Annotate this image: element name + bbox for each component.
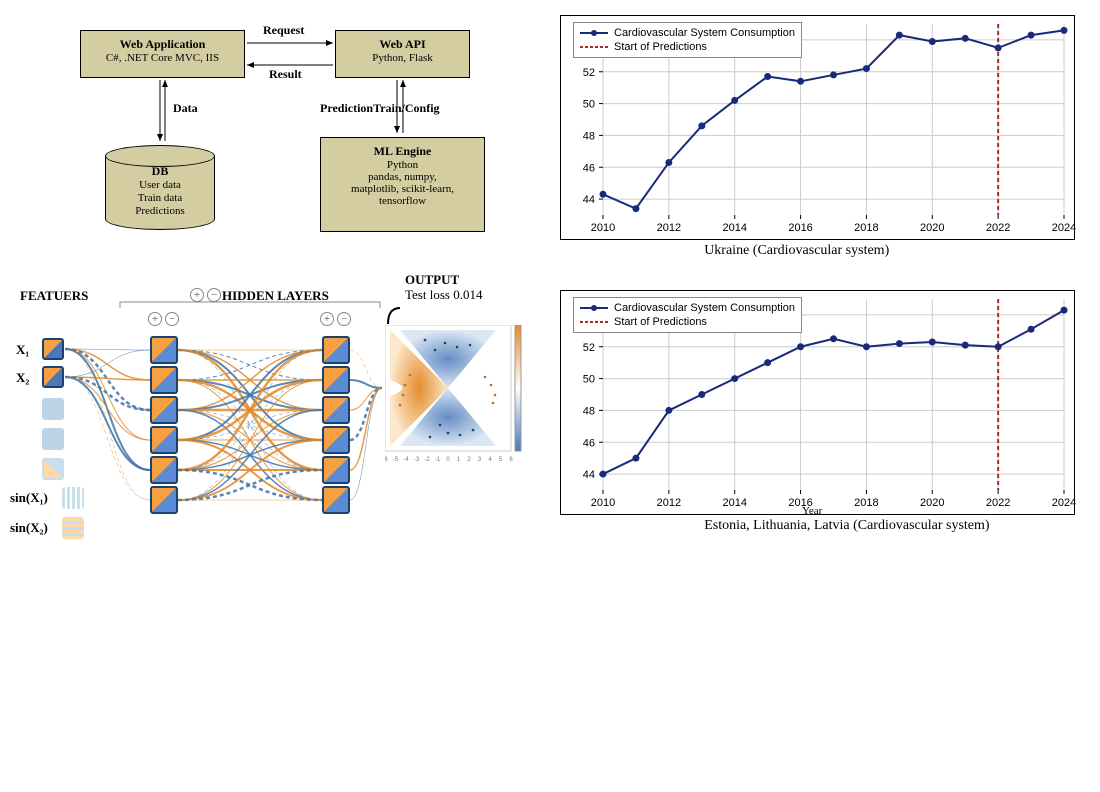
db-line2: Predictions (135, 205, 185, 217)
layer1-neuron[interactable] (150, 396, 178, 424)
db-line1: Train data (138, 192, 183, 204)
svg-text:50: 50 (583, 374, 595, 386)
svg-text:48: 48 (583, 130, 595, 142)
svg-text:5: 5 (499, 457, 503, 463)
webapp-box: Web Application C#, .NET Core MVC, IIS (80, 30, 245, 78)
webapi-title: Web API (340, 37, 465, 52)
svg-text:6: 6 (509, 457, 513, 463)
svg-text:2014: 2014 (722, 222, 746, 234)
layer2-neuron[interactable] (322, 486, 350, 514)
layer2-neuron[interactable] (322, 336, 350, 364)
feat-box-3[interactable] (42, 398, 64, 420)
chart-baltics-title: Estonia, Lithuania, Latvia (Cardiovascul… (704, 518, 989, 534)
webapi-box: Web API Python, Flask (335, 30, 470, 78)
svg-text:50: 50 (583, 99, 595, 111)
db-cylinder: DB User data Train data Predictions (105, 145, 215, 235)
ml-sub: Python pandas, numpy, matplotlib, scikit… (325, 159, 480, 207)
chart-baltics: 2010201220142016201820202022202444464850… (560, 290, 1075, 515)
svg-text:1: 1 (457, 457, 461, 463)
svg-text:-3: -3 (414, 457, 420, 463)
svg-text:2020: 2020 (920, 222, 944, 234)
layer1-neuron[interactable] (150, 336, 178, 364)
feat-box-5[interactable] (42, 458, 64, 480)
svg-text:-1: -1 (435, 457, 441, 463)
ml-title: ML Engine (325, 144, 480, 159)
chart-ukraine-legend: Cardiovascular System Consumption Start … (573, 22, 802, 58)
layer2-neuron[interactable] (322, 426, 350, 454)
output-heatmap: -6 -5 -4 -3 -2 -1 0 12 34 56 (385, 325, 525, 475)
layer1-neuron[interactable] (150, 486, 178, 514)
edge-result: Result (269, 67, 302, 82)
layer1-neuron[interactable] (150, 426, 178, 454)
svg-text:2020: 2020 (920, 497, 944, 509)
chart-ukraine-title: Ukraine (Cardiovascular system) (704, 243, 889, 259)
svg-text:4: 4 (488, 457, 492, 463)
legend-pred-b: Start of Predictions (614, 315, 707, 329)
layer1-neuron[interactable] (150, 456, 178, 484)
feat-x1: X₁ (16, 342, 29, 358)
layer2-neuron[interactable] (322, 456, 350, 484)
svg-text:2022: 2022 (986, 222, 1010, 234)
svg-text:2012: 2012 (657, 222, 681, 234)
legend-series: Cardiovascular System Consumption (614, 26, 795, 40)
nn-playground: FEATUERS HIDDEN LAYERS + − OUTPUT Test l… (10, 270, 530, 550)
ml-box: ML Engine Python pandas, numpy, matplotl… (320, 137, 485, 232)
svg-text:2016: 2016 (788, 222, 812, 234)
feat-box-x1[interactable] (42, 338, 64, 360)
svg-text:2024: 2024 (1052, 497, 1076, 509)
legend-pred: Start of Predictions (614, 40, 707, 54)
feat-x2: X₂ (16, 370, 29, 386)
svg-text:-6: -6 (385, 457, 388, 463)
layer2-neuron[interactable] (322, 396, 350, 424)
webapi-sub: Python, Flask (340, 52, 465, 64)
feat-box-sinx2[interactable] (62, 517, 84, 539)
chart-ukraine: 2010 2012 2014 2016 2018 2020 2022 2024 44 46 48 50… (560, 15, 1075, 240)
svg-text:46: 46 (583, 437, 595, 449)
svg-text:46: 46 (583, 162, 595, 174)
svg-text:44: 44 (583, 469, 595, 481)
svg-text:2018: 2018 (854, 222, 878, 234)
chart-baltics-xlabel: Year (802, 505, 822, 517)
edge-predtrain: PredictionTrain/Config (320, 101, 440, 116)
svg-text:2010: 2010 (591, 497, 615, 509)
layer2-neuron[interactable] (322, 366, 350, 394)
edge-data: Data (173, 101, 198, 116)
svg-text:2: 2 (467, 457, 471, 463)
svg-text:44: 44 (583, 194, 595, 206)
svg-text:2018: 2018 (854, 497, 878, 509)
feat-box-sinx1[interactable] (62, 487, 84, 509)
svg-text:3: 3 (478, 457, 482, 463)
architecture-diagram: Web Application C#, .NET Core MVC, IIS W… (25, 5, 525, 255)
webapp-title: Web Application (85, 37, 240, 52)
feat-box-x2[interactable] (42, 366, 64, 388)
svg-text:-4: -4 (403, 457, 409, 463)
svg-text:2014: 2014 (722, 497, 746, 509)
svg-text:2022: 2022 (986, 497, 1010, 509)
svg-text:2012: 2012 (657, 497, 681, 509)
svg-text:-2: -2 (424, 457, 430, 463)
edge-request: Request (263, 23, 304, 38)
feat-sinx2: sin(X₂) (10, 520, 48, 536)
svg-text:0: 0 (446, 457, 450, 463)
webapp-sub: C#, .NET Core MVC, IIS (85, 52, 240, 64)
svg-text:52: 52 (583, 67, 595, 79)
feat-box-4[interactable] (42, 428, 64, 450)
svg-text:2010: 2010 (591, 222, 615, 234)
db-title: DB (152, 164, 169, 178)
svg-text:52: 52 (583, 342, 595, 354)
feat-sinx1: sin(X₁) (10, 490, 48, 506)
svg-text:2024: 2024 (1052, 222, 1076, 234)
svg-text:48: 48 (583, 405, 595, 417)
svg-text:-5: -5 (393, 457, 399, 463)
db-line0: User data (139, 179, 181, 191)
legend-series-b: Cardiovascular System Consumption (614, 301, 795, 315)
chart-baltics-legend: Cardiovascular System Consumption Start … (573, 297, 802, 333)
layer1-neuron[interactable] (150, 366, 178, 394)
